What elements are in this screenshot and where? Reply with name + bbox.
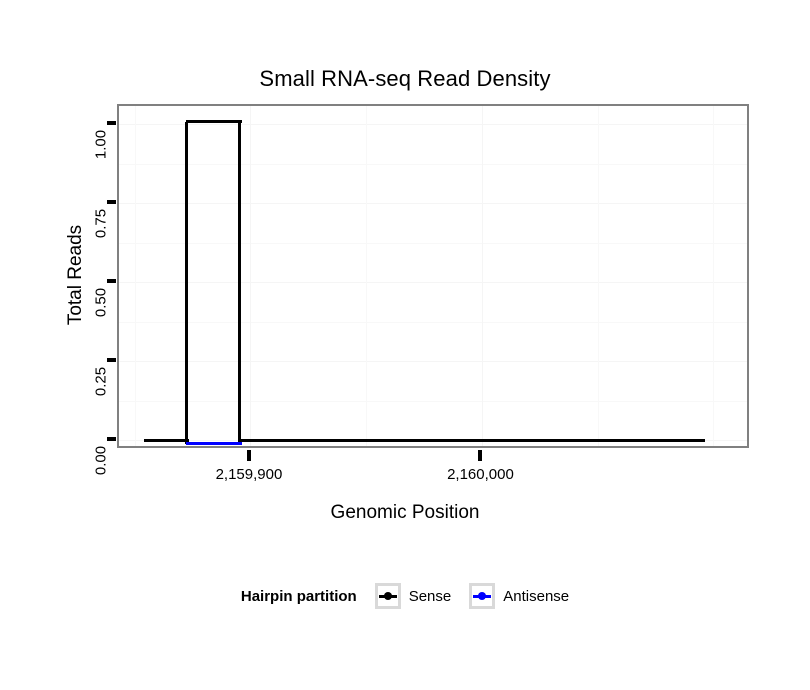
gridline-horizontal-minor <box>119 242 747 244</box>
gridline-vertical-minor <box>597 106 599 446</box>
legend: Hairpin partition Sense Antisense <box>0 583 810 609</box>
gridline-horizontal-minor <box>119 400 747 402</box>
y-axis-title: Total Reads <box>65 224 87 326</box>
gridline-horizontal <box>119 203 747 205</box>
legend-label: Antisense <box>503 587 570 605</box>
y-tick-mark <box>107 278 116 283</box>
y-tick-mark <box>107 120 116 125</box>
series-segment-sense <box>184 121 188 444</box>
legend-key-dot-icon <box>383 592 392 600</box>
y-tick-label: 0.25 <box>92 366 110 396</box>
legend-label: Sense <box>408 587 452 605</box>
legend-entries: Sense Antisense <box>374 583 569 609</box>
legend-entry-antisense[interactable]: Antisense <box>469 583 569 609</box>
gridline-vertical-minor <box>134 106 136 446</box>
y-tick-label: 0.00 <box>92 445 110 475</box>
legend-key-dot-icon <box>478 592 487 600</box>
y-tick-label: 1.00 <box>92 129 110 160</box>
legend-key-sense <box>374 583 401 609</box>
gridline-vertical-minor <box>366 106 368 446</box>
gridline-horizontal <box>119 282 747 284</box>
legend-title: Hairpin partition <box>240 587 357 605</box>
x-tick-label: 2,160,000 <box>447 466 514 483</box>
legend-key-antisense <box>469 583 496 609</box>
gridline-vertical-minor <box>713 106 715 446</box>
gridline-vertical <box>481 106 483 446</box>
legend-entry-sense[interactable]: Sense <box>374 583 452 609</box>
x-tick-mark <box>478 450 483 461</box>
y-tick-mark <box>107 199 116 204</box>
y-tick-mark <box>107 436 116 441</box>
gridline-horizontal <box>119 361 747 363</box>
plot-panel <box>117 104 749 448</box>
chart-title: Small RNA-seq Read Density <box>259 66 551 91</box>
series-segment-sense <box>144 439 190 443</box>
series-segment-sense <box>239 439 706 443</box>
gridline-vertical <box>250 106 252 446</box>
y-tick-label: 0.50 <box>92 287 110 317</box>
series-segment-sense <box>186 120 243 124</box>
gridline-horizontal-minor <box>119 163 747 165</box>
plot-area <box>119 106 747 446</box>
x-tick-mark <box>246 450 251 461</box>
x-axis-title: Genomic Position <box>330 502 480 523</box>
gridline-horizontal <box>119 124 747 126</box>
y-tick-label: 0.75 <box>92 208 110 238</box>
x-tick-label: 2,159,900 <box>215 466 283 483</box>
series-segment-sense <box>237 121 241 444</box>
series-segment-antisense <box>186 442 243 446</box>
y-tick-mark <box>107 357 116 362</box>
gridline-horizontal-minor <box>119 321 747 323</box>
